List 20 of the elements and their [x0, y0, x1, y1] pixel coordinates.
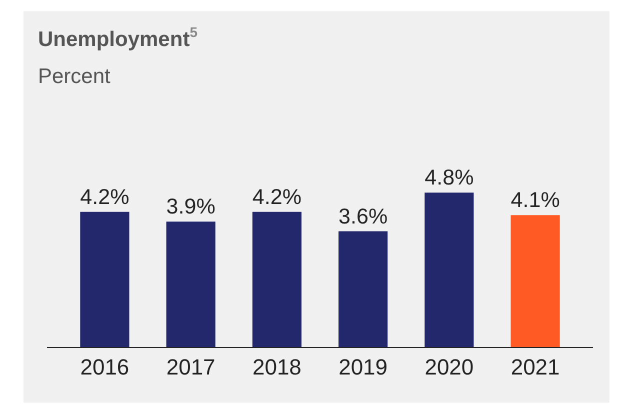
x-tick-label: 2019 — [338, 354, 388, 380]
data-label: 4.1% — [510, 188, 560, 212]
data-label: 3.9% — [166, 194, 216, 219]
bar — [510, 215, 560, 347]
data-label: 4.2% — [80, 185, 130, 210]
data-label: 3.6% — [338, 204, 388, 228]
x-tick-label: 2016 — [80, 354, 130, 380]
x-tick-label: 2020 — [424, 354, 474, 380]
bar — [166, 222, 216, 347]
bar — [80, 212, 130, 347]
data-label: 4.2% — [252, 185, 302, 210]
x-tick-label: 2018 — [252, 354, 302, 380]
data-label: 4.8% — [424, 166, 474, 190]
bar — [424, 192, 474, 347]
chart-subtitle: Percent — [38, 65, 111, 88]
bar — [338, 231, 388, 347]
chart-title: Unemployment$^{5}$ — [38, 24, 198, 51]
bar — [252, 212, 302, 347]
x-tick-label: 2021 — [510, 354, 560, 380]
x-tick-label: 2017 — [166, 354, 216, 380]
